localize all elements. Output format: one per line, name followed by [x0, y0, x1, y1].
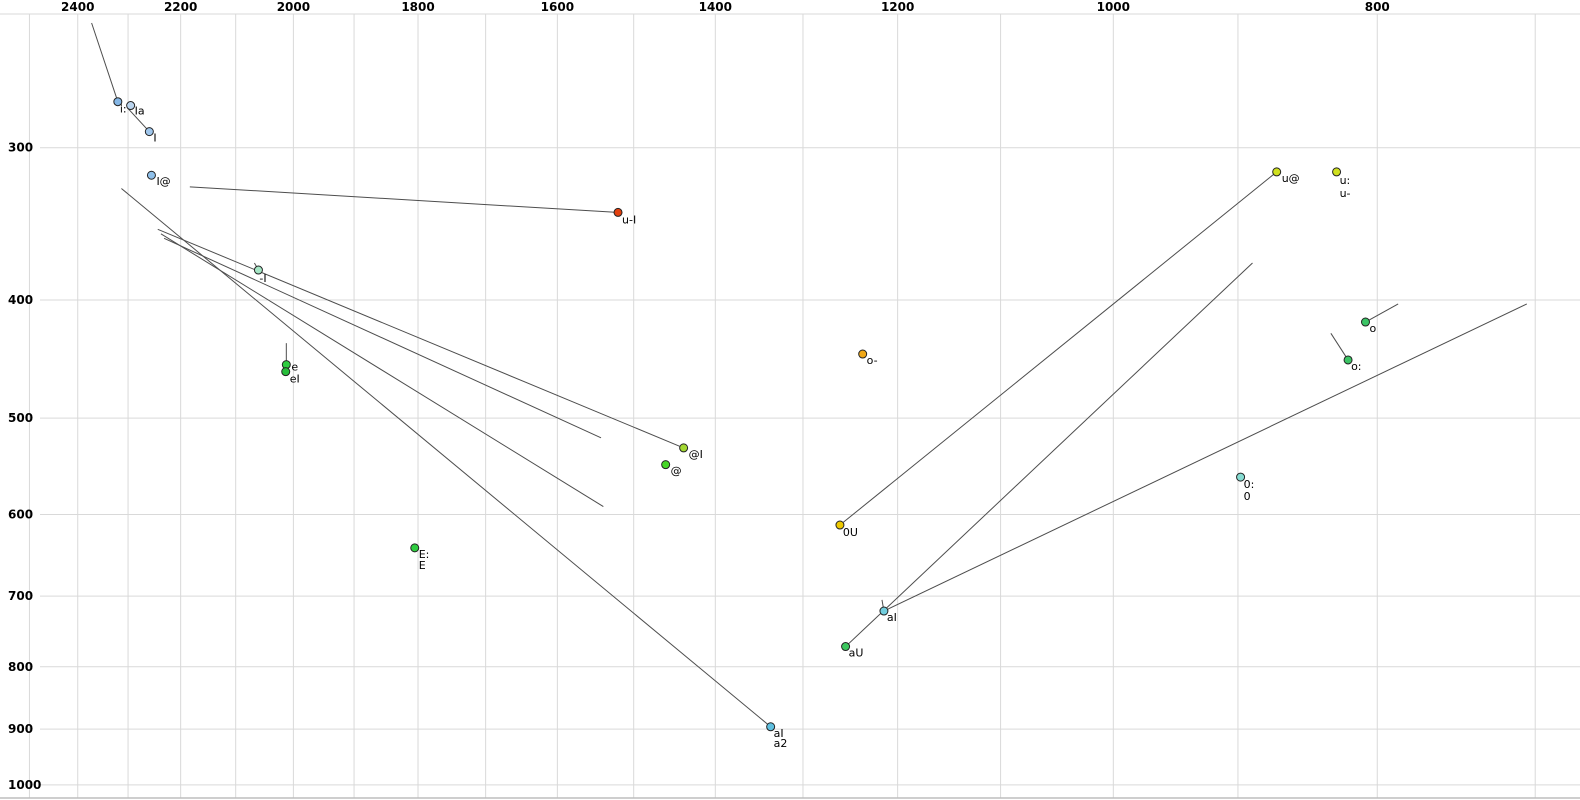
vowel-label-@I: @I [689, 448, 703, 461]
x-axis-tick-label-800: 800 [1365, 0, 1390, 14]
trajectory-line-2 [189, 186, 618, 213]
vowel-point-o: [1343, 355, 1353, 365]
vowel-point-@I [679, 443, 689, 453]
trajectory-line-9 [883, 303, 1528, 612]
x-axis-tick-label-1600: 1600 [541, 0, 574, 14]
trajectory-line-3 [121, 188, 771, 728]
vowel-point-0: [1236, 472, 1246, 482]
y-axis-tick-label-600: 600 [8, 508, 33, 522]
vowel-point-E: [410, 543, 420, 553]
vowel-label-a2: aI [774, 727, 784, 740]
vowel-point-aU [841, 642, 851, 652]
vowel-label-I: I [153, 132, 156, 145]
vowel-label-o-: o- [867, 354, 878, 367]
vowel-point-o- [858, 349, 868, 359]
vowel-label-i:: i: [120, 103, 127, 116]
trajectory-line-8 [845, 262, 1253, 647]
trajectory-line-5 [160, 233, 604, 507]
x-axis-tick-label-1200: 1200 [881, 0, 914, 14]
vowel-label-u:-1: u- [1340, 187, 1351, 200]
vowel-point-I [144, 127, 154, 137]
vowel-label-0:-1: 0 [1244, 490, 1251, 503]
vowel-label-e: e [291, 361, 298, 374]
vowel-point-u-I [613, 207, 623, 217]
vowel-point-@ [661, 460, 671, 470]
vowel-point-a2 [766, 722, 776, 732]
vowel-point--I [253, 265, 263, 275]
vowel-label-aI: aI [887, 611, 897, 624]
vowel-label-Ia: Ia [135, 105, 145, 118]
vowel-label-u:: u: [1340, 174, 1351, 187]
vowel-label-a2-1: a2 [774, 737, 788, 750]
trajectory-line-6 [163, 237, 602, 439]
vowel-label-I@: I@ [156, 175, 170, 188]
vowel-point-i: [113, 97, 123, 107]
vowel-label-E:-1: E [419, 559, 426, 572]
vowel-label-u-I: u-I [622, 213, 636, 226]
x-axis-tick-label-2200: 2200 [164, 0, 197, 14]
vowel-label-o:: o: [1351, 360, 1361, 373]
point-layer [113, 97, 1371, 732]
trajectory-line-0 [91, 22, 119, 102]
trajectory-line-1 [126, 107, 150, 132]
x-axis-tick-label-1800: 1800 [401, 0, 434, 14]
vowel-point-o [1361, 317, 1371, 327]
vowel-point-eI [281, 367, 291, 377]
vowel-label-o: o [1370, 322, 1377, 335]
trajectory-line-11 [1365, 303, 1399, 323]
grid-layer [0, 13, 1580, 799]
x-axis-tick-label-2000: 2000 [277, 0, 310, 14]
y-axis-tick-label-700: 700 [8, 589, 33, 603]
trajectory-line-7 [839, 171, 1278, 526]
vowel-label-@: @ [671, 465, 682, 478]
trajectory-line-10 [1330, 333, 1349, 361]
y-axis-tick-label-500: 500 [8, 411, 33, 425]
vowel-label-0U: 0U [843, 526, 858, 539]
x-axis-tick-label-2400: 2400 [61, 0, 94, 14]
vowel-point-Ia [126, 101, 136, 111]
x-axis-tick-label-1400: 1400 [699, 0, 732, 14]
vowel-point-aI [879, 606, 889, 616]
y-axis-tick-label-300: 300 [8, 141, 33, 155]
y-axis-tick-label-800: 800 [8, 660, 33, 674]
y-axis-tick-label-1000: 1000 [8, 778, 41, 792]
trajectory-line-4 [157, 228, 684, 449]
vowel-point-u@ [1272, 167, 1282, 177]
x-axis-tick-label-1000: 1000 [1097, 0, 1130, 14]
vowel-label-aU: aU [849, 647, 864, 660]
y-axis-tick-label-400: 400 [8, 293, 33, 307]
vowel-label-E:: E: [419, 548, 430, 561]
vowel-point-u: [1332, 167, 1342, 177]
vowel-point-I@ [146, 170, 156, 180]
segment-layer [91, 22, 1528, 728]
vowel-label-u@: u@ [1282, 172, 1300, 185]
y-axis-tick-label-900: 900 [8, 722, 33, 736]
vowel-label--I: -I [259, 272, 266, 285]
vowel-label-eI: eI [290, 373, 300, 386]
axis-layer: 2400 2200 2000 1800 1600 1400 1200 1000 800 300 40… [8, 0, 1390, 792]
vowel-label-0:: 0: [1244, 478, 1255, 491]
vowel-point-0U [835, 520, 845, 530]
